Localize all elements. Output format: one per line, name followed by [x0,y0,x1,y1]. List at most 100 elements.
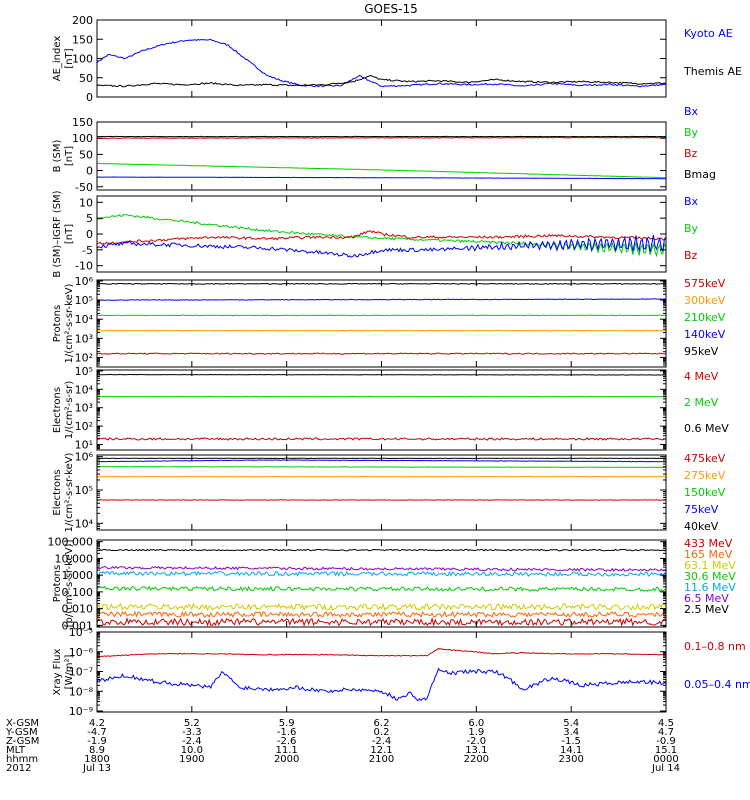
y-axis-units: [nT] [64,48,75,68]
legend-entry: 275keV [684,469,726,482]
y-tick-label: 50 [79,148,93,161]
footer-value: -3.3 [182,727,202,738]
legend-entry: 95keV [684,345,719,358]
y-tick-label: 10⁻⁶ [69,646,94,659]
footer-value: 1.9 [468,727,484,738]
footer-value: 4.5 [658,718,674,729]
series-line-210kev [96,314,667,317]
footer-value: -1.6 [277,727,297,738]
y-tick-label: 10.000 [55,552,94,565]
y-tick-label: 10⁴ [75,517,94,530]
legend-entry: By [684,126,699,139]
footer-value: -0.9 [656,736,676,747]
y-axis-label: B (SM) [52,139,63,172]
series-line-300kev [96,329,667,332]
y-tick-label: 100 [72,53,93,66]
y-axis-label: Xray Flux [52,648,63,695]
series-line-bx [96,234,667,258]
legend-entry: Kyoto AE [684,27,733,40]
footer-value: 14.1 [560,745,582,756]
series-line-140kev [96,298,667,301]
y-axis-label: AE_index [52,36,63,82]
footer-row-label: Y-GSM [5,727,38,738]
legend-entry: 30.6 MeV [684,570,736,583]
y-tick-label: 10⁻⁷ [69,666,93,679]
series-line-11-6-mev [96,570,667,578]
y-tick-label: 10³ [75,332,93,345]
panel-b-sm: -50 0 50 100 150 B (SM) [nT] Bx By Bz Bmag [52,105,716,194]
y-tick-label: 10⁵ [75,484,93,497]
series-line-0-05-0-4-nm [96,667,667,702]
series-line-kyoto-ae [96,38,667,88]
series-line-bz [96,230,667,245]
footer-value: 1900 [179,754,204,765]
footer-value: 1800 [84,754,109,765]
series-line-4-mev [96,437,666,441]
legend-entry: Themis AE [683,65,742,78]
y-tick-label: 10⁴ [75,383,94,396]
y-tick-label: 150 [72,116,93,129]
legend-entry: 140keV [684,328,726,341]
footer-row-label: MLT [6,745,26,756]
panel-protons-high: 0.001 0.010 0.100 1.000 10.000 100.000 Protons… [48,536,737,633]
legend-entry: 575keV [684,277,726,290]
y-axis-label: Electrons [52,469,63,515]
panel-b-minus-igrf: -10 -5 0 5 10 B (SM)–IGRF (SM) [nT] Bx By Bz [52,190,699,277]
y-axis-units: 1/(cm²-s-sr-keV) [64,283,75,363]
panel-frame [96,369,667,451]
series-line-575kev [96,352,667,355]
footer-value: Jul 14 [651,763,680,774]
footer-value: 5.4 [563,718,579,729]
legend-entry: 11.6 MeV [684,581,736,594]
y-tick-label: 0 [86,165,93,178]
y-tick-label: 200 [72,14,93,27]
legend-entry: 210keV [684,311,726,324]
panel-electrons-mev: 10¹ 10² 10³ 10⁴ 10⁵ Electrons 1/(cm²-s-sr) 4 Me… [52,365,729,452]
y-axis-units: 1/(cm²-s-sr-keV) [64,452,75,532]
legend-entry: 0.1–0.8 nm [684,640,746,653]
footer-value: 4.7 [658,727,674,738]
legend-entry: 433 MeV [684,537,733,550]
legend-entry: Bx [684,195,699,208]
legend-entry: By [684,222,699,235]
y-tick-label: 0 [86,228,93,241]
legend-entry: 475keV [684,452,726,465]
y-tick-label: 100 [72,132,93,145]
footer-value: -2.4 [182,736,202,747]
y-tick-label: 10⁻⁸ [69,685,94,698]
series-line-30-6-mev [96,585,667,593]
y-tick-label: 0.001 [62,619,94,632]
y-axis-units: [W/m²] [64,654,75,689]
y-tick-label: 10⁶ [75,451,94,464]
footer-value: -1.9 [87,736,107,747]
panel-xray-flux: 10⁻⁵ 10⁻⁶ 10⁻⁷ 10⁻⁸ 10⁻⁹ Xray Flux [W/m²] 0.1–0… [52,626,750,718]
y-tick-label: 0.010 [62,603,94,616]
legend-entry: 6.5 MeV [684,592,729,605]
y-tick-label: 50 [79,72,93,85]
footer-row-label: Z-GSM [6,736,39,747]
series-line-by [96,213,667,258]
footer-value: -2.0 [467,736,487,747]
y-tick-label: -50 [75,181,93,194]
legend-entry: 0.05–0.4 nm [684,678,750,691]
y-tick-label: 10³ [75,402,93,415]
legend-entry: Bmag [684,168,716,181]
y-axis-units: [p/(cm²-s-sr-keV)] [64,540,75,628]
footer-value: 5.9 [279,718,295,729]
footer-row-label: 2012 [6,763,31,774]
legend-entry: 75keV [684,503,719,516]
footer-value: 12.1 [370,745,392,756]
legend-entry: 165 MeV [684,548,733,561]
series-line-by [97,162,666,179]
footer-value: 2100 [369,754,394,765]
panel-frame [96,539,667,628]
footer-value: 6.2 [374,718,390,729]
legend-entry: 40keV [684,520,719,533]
footer-value: -4.7 [87,727,107,738]
legend-entry: 2.5 MeV [684,603,729,616]
legend-entry: 2 MeV [684,396,719,409]
y-axis-label: Protons [52,565,63,602]
y-tick-label: 10⁵ [75,294,93,307]
